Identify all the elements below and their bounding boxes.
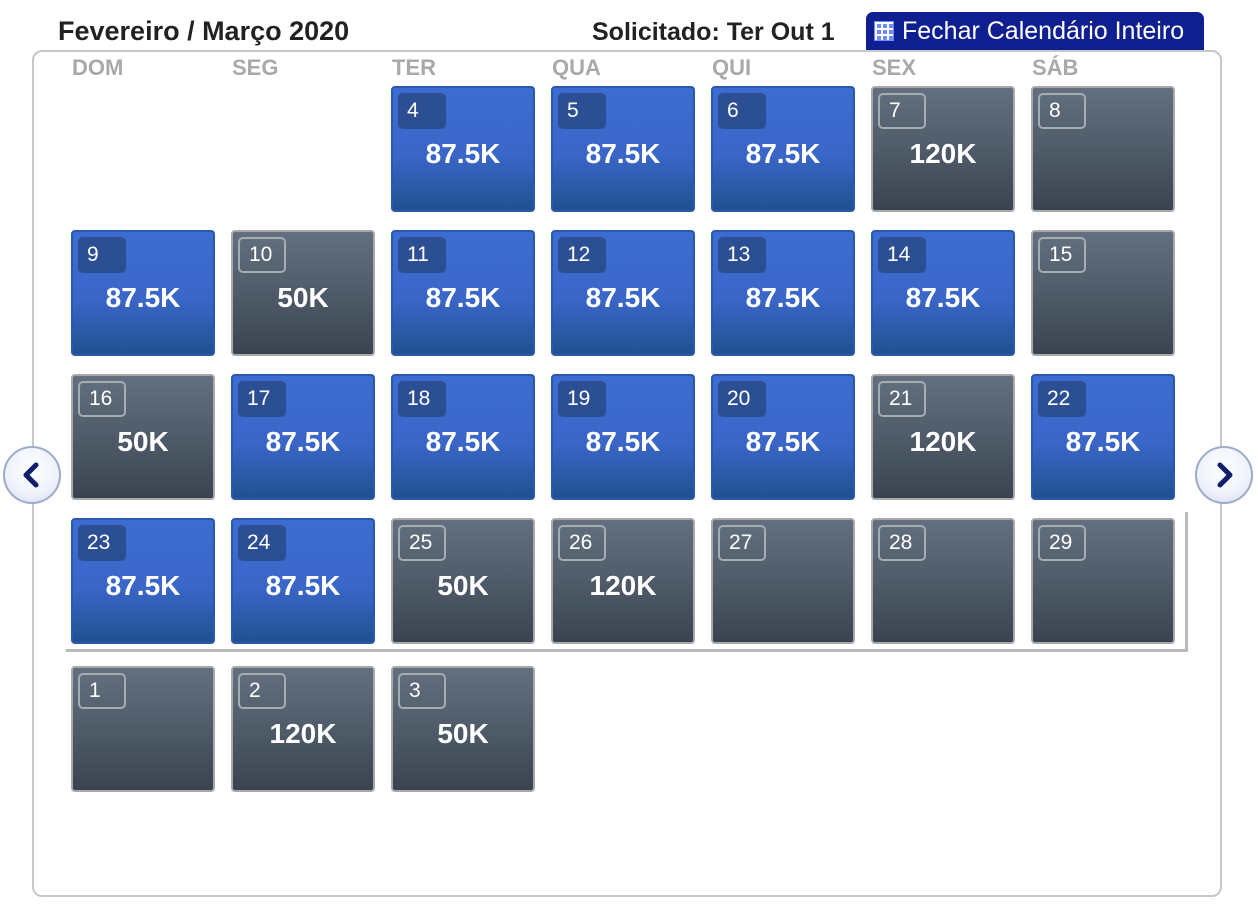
day-cell[interactable]: 7 120K [871,86,1015,212]
close-full-calendar-button[interactable]: Fechar Calendário Inteiro [866,12,1204,50]
day-number: 24 [238,525,286,561]
day-cell[interactable]: 4 87.5K [391,86,535,212]
day-cell[interactable]: 29 [1031,518,1175,644]
day-cell[interactable]: 11 87.5K [391,230,535,356]
day-price: 120K [909,138,977,169]
weekday-sun: DOM [72,55,124,80]
weekday-fri: SEX [872,55,917,80]
day-cell[interactable]: 15 [1031,230,1175,356]
day-price: 87.5K [745,426,821,457]
day-price: 50K [117,426,169,457]
chevron-left-icon [23,462,39,488]
day-price: 87.5K [1065,426,1141,457]
day-number: 2 [238,673,286,709]
day-number: 11 [398,237,446,273]
day-price: 50K [437,718,489,749]
day-cell[interactable]: 24 87.5K [231,518,375,644]
day-number: 3 [398,673,446,709]
day-price: 50K [437,570,489,601]
day-number: 6 [718,93,766,129]
day-number: 28 [878,525,926,561]
weekday-wed: QUA [552,55,601,80]
day-number: 1 [78,673,126,709]
day-price: 87.5K [585,138,661,169]
day-price: 87.5K [905,282,981,313]
day-cell[interactable]: 5 87.5K [551,86,695,212]
day-price: 120K [909,426,977,457]
day-cell[interactable]: 25 50K [391,518,535,644]
day-number: 13 [718,237,766,273]
day-number: 16 [78,381,126,417]
day-price: 87.5K [265,570,341,601]
requested-date: Solicitado: Ter Out 1 [592,18,835,46]
day-number: 7 [878,93,926,129]
day-number: 10 [238,237,286,273]
day-price: 87.5K [745,282,821,313]
day-cell[interactable]: 20 87.5K [711,374,855,500]
day-cell[interactable]: 26 120K [551,518,695,644]
day-number: 18 [398,381,446,417]
day-cell[interactable]: 10 50K [231,230,375,356]
day-cell[interactable]: 16 50K [71,374,215,500]
weekday-thu: QUI [712,55,752,80]
day-number: 19 [558,381,606,417]
day-cell[interactable]: 14 87.5K [871,230,1015,356]
day-cell[interactable]: 2 120K [231,666,375,792]
day-cell[interactable]: 23 87.5K [71,518,215,644]
close-full-calendar-label: Fechar Calendário Inteiro [902,16,1185,45]
day-number: 20 [718,381,766,417]
day-price: 120K [269,718,337,749]
weekday-sat: SÁB [1032,55,1079,80]
day-price: 87.5K [425,282,501,313]
day-price: 87.5K [265,426,341,457]
day-cell[interactable]: 8 [1031,86,1175,212]
day-number: 17 [238,381,286,417]
day-number: 25 [398,525,446,561]
day-price: 120K [589,570,657,601]
day-cell[interactable]: 21 120K [871,374,1015,500]
day-cell[interactable]: 28 [871,518,1015,644]
day-cell[interactable]: 6 87.5K [711,86,855,212]
day-price: 87.5K [585,426,661,457]
day-price: 87.5K [425,426,501,457]
weekday-tue: TER [392,55,436,80]
day-price: 87.5K [745,138,821,169]
weekday-mon: SEG [232,55,279,80]
day-cell[interactable]: 19 87.5K [551,374,695,500]
day-number: 14 [878,237,926,273]
chevron-right-icon [1217,462,1233,488]
day-cell[interactable]: 12 87.5K [551,230,695,356]
day-price: 50K [277,282,329,313]
day-cell[interactable]: 22 87.5K [1031,374,1175,500]
day-number: 23 [78,525,126,561]
day-price: 87.5K [105,570,181,601]
day-cell[interactable]: 3 50K [391,666,535,792]
prev-month-button[interactable] [3,446,61,504]
day-number: 12 [558,237,606,273]
day-number: 21 [878,381,926,417]
next-month-button[interactable] [1195,446,1253,504]
month-title: Fevereiro / Março 2020 [58,16,350,46]
day-cell[interactable]: 27 [711,518,855,644]
day-number: 22 [1038,381,1086,417]
day-price: 87.5K [425,138,501,169]
calendar-grid-icon [874,21,894,41]
day-number: 26 [558,525,606,561]
day-price: 87.5K [585,282,661,313]
day-cell[interactable]: 1 [71,666,215,792]
day-number: 15 [1038,237,1086,273]
day-cell[interactable]: 18 87.5K [391,374,535,500]
day-number: 4 [398,93,446,129]
day-price: 87.5K [105,282,181,313]
day-number: 5 [558,93,606,129]
day-cell[interactable]: 17 87.5K [231,374,375,500]
day-cell[interactable]: 9 87.5K [71,230,215,356]
day-number: 8 [1038,93,1086,129]
day-number: 29 [1038,525,1086,561]
day-number: 27 [718,525,766,561]
selected-week-highlight [66,512,1188,652]
day-cell[interactable]: 13 87.5K [711,230,855,356]
day-number: 9 [78,237,126,273]
